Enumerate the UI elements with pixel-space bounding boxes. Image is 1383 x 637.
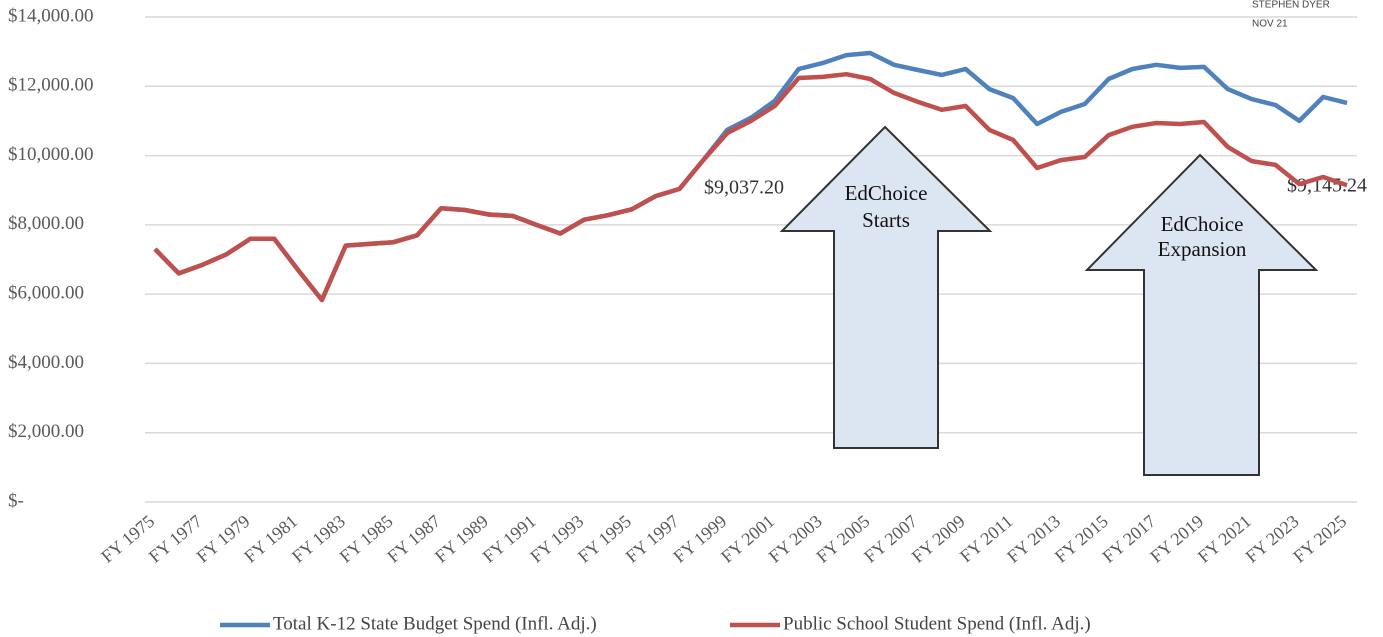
credit: NOV 21 bbox=[1252, 19, 1288, 30]
series-line bbox=[153, 71, 1348, 303]
x-tick-label: FY 2003 bbox=[765, 511, 826, 567]
grid bbox=[145, 16, 1357, 503]
y-tick-label: $6,000.00 bbox=[8, 283, 84, 304]
credit: STEPHEN DYER bbox=[1252, 0, 1330, 11]
arrow-label: EdChoice bbox=[845, 181, 928, 205]
value-annotation: $9,037.20 bbox=[704, 177, 784, 199]
x-tick-label: FY 2007 bbox=[860, 511, 921, 567]
y-tick-label: $- bbox=[8, 490, 24, 511]
arrow bbox=[779, 125, 993, 449]
x-tick-label: FY 1981 bbox=[240, 511, 301, 567]
arrow bbox=[1084, 153, 1319, 476]
arrow-label: Expansion bbox=[1158, 237, 1247, 261]
y-tick-label: $12,000.00 bbox=[8, 75, 94, 96]
arrow-label: Starts bbox=[862, 208, 910, 232]
x-tick-label: FY 1991 bbox=[479, 511, 540, 567]
y-tick-label: $2,000.00 bbox=[8, 421, 84, 442]
x-tick-label: FY 1977 bbox=[145, 511, 206, 567]
x-tick-label: FY 1993 bbox=[526, 511, 587, 567]
y-tick-label: $4,000.00 bbox=[8, 352, 84, 373]
x-tick-label: FY 1979 bbox=[193, 511, 254, 567]
x-tick-label: FY 1989 bbox=[431, 511, 492, 567]
x-tick-label: FY 1987 bbox=[383, 511, 444, 567]
x-tick-label: FY 1985 bbox=[336, 511, 397, 567]
x-tick-label: FY 1997 bbox=[622, 511, 683, 567]
x-tick-label: FY 1999 bbox=[669, 511, 730, 567]
x-tick-label: FY 1983 bbox=[288, 511, 349, 567]
y-tick-label: $14,000.00 bbox=[8, 5, 94, 26]
x-tick-label: FY 2019 bbox=[1146, 511, 1207, 567]
legend-label: Public School Student Spend (Infl. Adj.) bbox=[783, 613, 1091, 634]
x-tick-label: FY 2013 bbox=[1003, 511, 1064, 567]
x-tick-label: FY 2005 bbox=[812, 511, 873, 567]
x-tick-label: FY 2001 bbox=[717, 511, 778, 567]
x-tick-label: FY 1995 bbox=[574, 511, 635, 567]
x-tick-label: FY 2015 bbox=[1051, 511, 1112, 567]
x-tick-label: FY 1975 bbox=[97, 511, 158, 567]
legend-label: Total K-12 State Budget Spend (Infl. Adj… bbox=[273, 613, 597, 634]
x-tick-label: FY 2021 bbox=[1194, 511, 1255, 567]
y-tick-label: $10,000.00 bbox=[8, 144, 94, 165]
x-tick-label: FY 2023 bbox=[1242, 511, 1303, 567]
arrow-label: EdChoice bbox=[1161, 212, 1244, 236]
y-tick-label: $8,000.00 bbox=[8, 213, 84, 234]
x-tick-label: FY 2017 bbox=[1099, 511, 1160, 567]
x-tick-label: FY 2009 bbox=[908, 511, 969, 567]
x-tick-label: FY 2025 bbox=[1289, 511, 1350, 567]
